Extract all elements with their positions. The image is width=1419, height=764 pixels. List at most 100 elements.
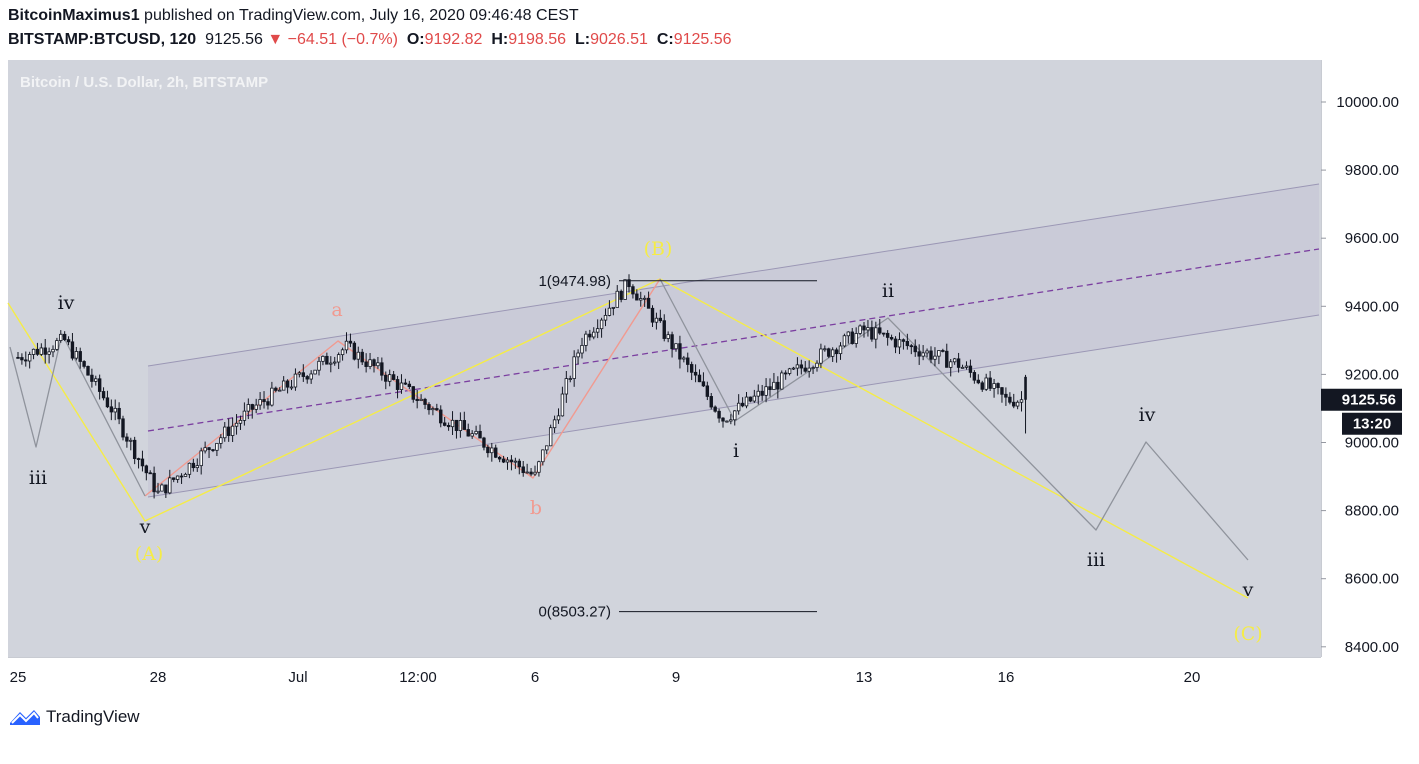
candle-body [952,358,957,363]
candle-body [949,361,953,368]
candle [807,360,811,378]
high-value: 9198.56 [508,31,567,48]
candle-body [1019,399,1024,403]
candle [658,309,663,323]
candle-body [917,351,921,357]
candle [297,371,302,378]
candle [309,370,313,384]
candle [376,356,380,369]
candle-body [321,355,325,362]
candle [66,336,71,346]
candle-body [51,348,55,353]
candle-body [223,426,227,439]
candle-body [431,408,435,411]
candle-body [191,462,196,469]
candle-body [799,364,804,369]
candle-body [980,382,984,390]
candle [109,399,114,421]
candle [650,305,655,327]
candle [278,387,282,392]
candle-body [211,449,215,452]
candle [545,445,549,455]
candle-body [70,341,75,359]
candle-body [646,297,651,309]
prior-wave-line [9,333,146,497]
candle [830,347,835,362]
candle-body [541,449,545,463]
candle-body [783,372,788,375]
candle-body [494,447,498,458]
candle-body [725,420,729,423]
candle-body [1000,387,1004,395]
candle-body [984,377,988,390]
wave-label-B: (B) [644,238,673,260]
candle [615,285,619,308]
candle-body [654,317,659,323]
candle [576,349,580,365]
candle [505,457,510,470]
candle [387,369,392,387]
candle-body [325,355,329,365]
candle-body [478,430,482,439]
candle [564,370,569,403]
candle-body [827,348,831,357]
candle-body [293,373,298,388]
candle-body [234,422,239,427]
candle [281,376,286,391]
candle [364,353,368,373]
candle [340,347,345,361]
low-value: 9026.51 [590,31,648,48]
candle-body [791,367,796,370]
candle-body [462,420,467,430]
candle-body [592,331,596,338]
candle [333,356,337,366]
candle [862,322,866,338]
candle-body [66,339,71,343]
candle [623,279,627,300]
candle [858,324,862,336]
wave-label-ii: ii [882,280,894,302]
candle-body [156,490,160,493]
candle [486,444,490,458]
candle-body [913,345,917,353]
candle [972,370,977,384]
candle-body [595,328,600,333]
candle [211,448,215,453]
candle [490,442,494,462]
x-tick-label: 25 [10,669,27,686]
tradingview-logo[interactable]: TradingView [8,706,140,728]
candle-body [435,408,439,411]
candle [262,391,266,409]
candle [59,330,63,343]
x-tick-label: Jul [288,669,307,686]
candle [329,356,333,373]
price-badges-layer: 9125.56 13:20 [1321,388,1402,435]
time-axis[interactable] [8,657,1321,694]
candle-body [501,458,506,463]
candle [230,417,235,443]
price-axis[interactable] [1321,60,1412,657]
author-name[interactable]: BitcoinMaximus1 [8,7,140,24]
candle [179,473,184,484]
candle [795,357,800,376]
candle [980,380,984,392]
y-tick-label: 9600.00 [1345,230,1399,247]
candle [885,330,890,346]
candle [51,345,55,358]
change-value: ▼ −64.51 (−0.7%) [267,31,398,48]
candle-body [992,383,996,389]
candle-body [172,477,176,480]
candle [148,470,152,475]
candle-body [635,293,639,301]
candle-body [584,333,588,346]
candle-body [697,374,702,383]
candle-body [238,419,243,424]
candle [27,351,32,369]
candle [254,398,258,414]
candle [744,391,749,409]
candle-body [607,307,612,316]
candle-body [858,325,862,334]
candle-body [1004,393,1008,398]
